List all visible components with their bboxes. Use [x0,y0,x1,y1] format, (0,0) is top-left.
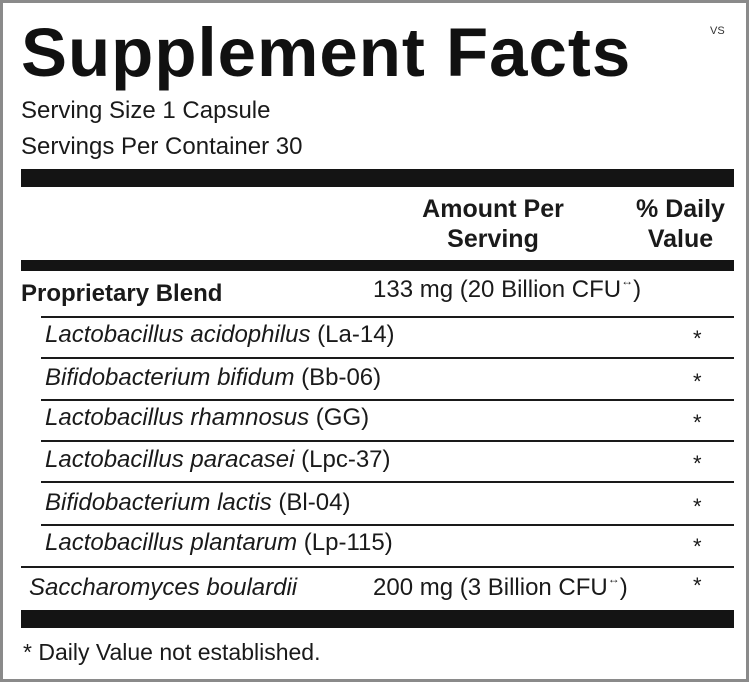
header-daily-value: % Daily Value [618,194,743,254]
strain-code: (GG) [309,404,370,431]
strain-dv: * [693,451,702,476]
top-thick-bar [21,169,734,187]
header-dv-line1: % Daily [636,195,725,223]
serving-size: Serving Size 1 Capsule [21,97,271,124]
strain-row: Lactobacillus plantarum (Lp-115) [45,528,393,558]
sacch-amount-mark: ↔ [607,572,620,586]
header-amount-line1: Amount Per [422,195,564,223]
divider [41,524,734,526]
strain-species: Lactobacillus rhamnosus [45,404,310,431]
strain-row: Lactobacillus acidophilus (La-14) [45,320,395,350]
divider [41,316,734,318]
servings-per-container: Servings Per Container 30 [21,133,303,160]
header-amount: Amount Per Serving [398,194,588,254]
strain-species: Lactobacillus paracasei [45,446,295,473]
divider [41,481,734,483]
strain-code: (Bl-04) [271,489,351,516]
sacch-amount: 200 mg (3 Billion CFU↔) [373,573,628,603]
header-bar [21,260,734,271]
bottom-thick-bar [21,610,734,628]
strain-code: (Lp-115) [297,529,393,556]
strain-row: Bifidobacterium lactis (Bl-04) [45,488,350,518]
strain-row: Bifidobacterium bifidum (Bb-06) [45,363,381,393]
strain-row: Lactobacillus rhamnosus (GG) [45,403,369,433]
footnote: * Daily Value not established. [23,639,321,665]
title-mark: VS [710,25,725,37]
blend-amount: 133 mg (20 Billion CFU↔) [373,275,641,305]
sacch-name: Saccharomyces boulardii [29,574,298,601]
header-amount-line2: Serving [447,225,539,253]
divider [41,440,734,442]
blend-amount-mark: ↔ [621,274,634,288]
strain-dv: * [693,410,702,435]
strain-code: (La-14) [310,321,395,348]
strain-species: Bifidobacterium bifidum [45,364,295,391]
header-dv-line2: Value [647,225,714,253]
strain-species: Lactobacillus acidophilus [45,321,311,348]
strain-species: Bifidobacterium lactis [45,489,272,516]
strain-species: Lactobacillus plantarum [45,529,298,556]
divider [41,357,734,359]
sacch-amount-close: ) [619,574,628,601]
strain-dv: * [693,326,702,351]
strain-row: Lactobacillus paracasei (Lpc-37) [45,445,391,475]
panel-title: Supplement Facts [21,14,632,91]
sacch-amount-text: 200 mg (3 Billion CFU [373,574,608,601]
blend-name: Proprietary Blend [21,280,223,307]
strain-code: (Lpc-37) [294,446,391,473]
blend-amount-text: 133 mg (20 Billion CFU [373,276,622,303]
blend-amount-close: ) [633,276,642,303]
strain-dv: * [693,494,702,519]
sacch-dv: * [693,573,702,598]
divider [21,566,734,568]
strain-code: (Bb-06) [294,364,382,391]
strain-dv: * [693,369,702,394]
strain-dv: * [693,534,702,559]
divider [41,399,734,401]
